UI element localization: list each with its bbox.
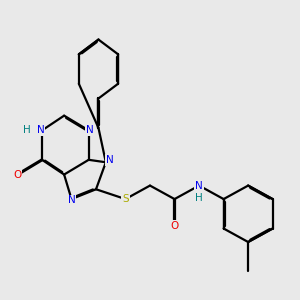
Text: N: N bbox=[86, 125, 94, 135]
Text: H: H bbox=[23, 125, 31, 135]
Text: N: N bbox=[106, 155, 113, 165]
Text: S: S bbox=[122, 194, 129, 204]
Text: N: N bbox=[195, 181, 203, 190]
Text: N: N bbox=[68, 195, 75, 205]
Text: O: O bbox=[170, 221, 179, 231]
Text: N: N bbox=[37, 125, 45, 135]
Text: O: O bbox=[14, 169, 22, 179]
Text: H: H bbox=[195, 193, 203, 203]
